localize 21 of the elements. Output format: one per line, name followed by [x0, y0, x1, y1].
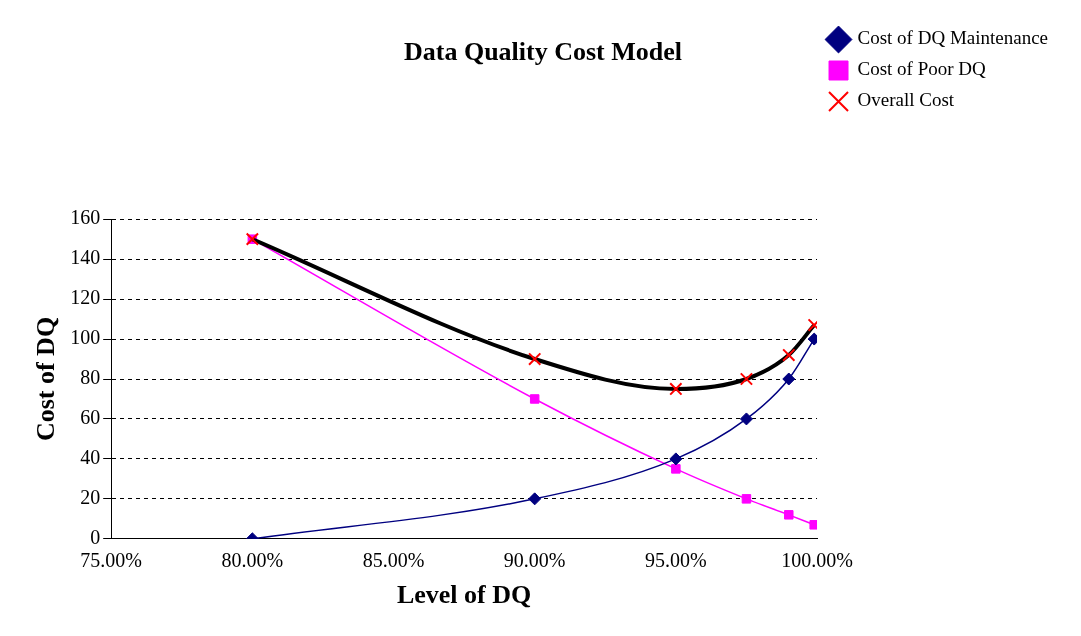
y-tick-label: 0	[90, 526, 101, 549]
legend-label: Overall Cost	[857, 89, 955, 111]
y-tick-label: 120	[70, 286, 101, 309]
x-tick-label: 95.00%	[645, 549, 707, 572]
y-tick-label: 160	[70, 206, 101, 229]
x-axis-title: Level of DQ	[396, 580, 532, 610]
x-tick-label: 100.00%	[781, 549, 853, 572]
y-tick-label: 40	[80, 446, 101, 469]
y-tick-label: 80	[80, 366, 101, 389]
legend-label: Cost of DQ Maintenance	[857, 27, 1048, 49]
x-tick-label: 90.00%	[503, 549, 566, 572]
x-tick-label: 80.00%	[221, 549, 284, 572]
y-tick-label: 100	[70, 326, 101, 349]
legend-label: Cost of Poor DQ	[857, 58, 987, 80]
x-tick-label: 85.00%	[362, 549, 425, 572]
y-tick-label: 60	[80, 406, 101, 429]
chart-title: Data Quality Cost Model	[403, 37, 683, 67]
y-tick-label: 140	[70, 246, 101, 269]
x-tick-label: 75.00%	[80, 549, 143, 572]
y-tick-label: 20	[80, 486, 101, 509]
y-axis-title: Cost of DQ	[31, 316, 61, 442]
